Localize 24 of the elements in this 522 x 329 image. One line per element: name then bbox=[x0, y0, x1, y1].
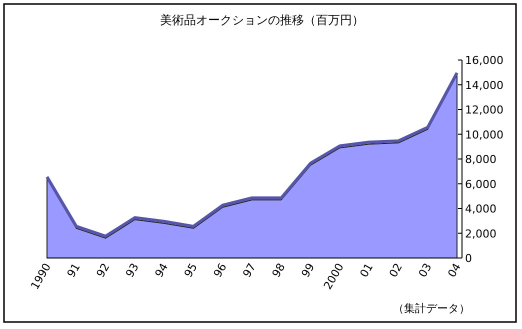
x-tick-label: 95 bbox=[182, 261, 200, 280]
x-tick-label: 02 bbox=[386, 261, 406, 280]
chart-title: 美術品オークションの推移（百万円） bbox=[160, 13, 364, 27]
y-tick-label: 14,000 bbox=[465, 78, 504, 92]
x-tick-label: 99 bbox=[298, 261, 318, 280]
x-tick-label: 96 bbox=[211, 261, 230, 280]
y-tick-label: 6,000 bbox=[465, 178, 496, 191]
y-tick-label: 4,000 bbox=[465, 202, 496, 216]
x-tick-label: 93 bbox=[123, 261, 142, 280]
y-tick-label: 12,000 bbox=[465, 104, 504, 116]
x-tick-label: 01 bbox=[357, 261, 376, 280]
x-tick-label: 97 bbox=[240, 261, 259, 280]
x-tick-label: 92 bbox=[94, 261, 112, 280]
x-tick-label: 91 bbox=[64, 261, 83, 280]
y-tick-label: 2,000 bbox=[465, 227, 496, 240]
y-tick-label: 0 bbox=[465, 252, 472, 265]
y-tick-label: 16,000 bbox=[465, 54, 504, 67]
y-tick-label: 8,000 bbox=[465, 153, 496, 166]
x-tick-label: 94 bbox=[152, 261, 171, 280]
x-tick-label: 98 bbox=[270, 261, 288, 280]
text: （集計データ） bbox=[393, 302, 470, 315]
y-tick-label: 10,000 bbox=[465, 128, 504, 142]
x-tick-label: 03 bbox=[416, 261, 434, 280]
x-tick-label: 04 bbox=[445, 261, 464, 280]
